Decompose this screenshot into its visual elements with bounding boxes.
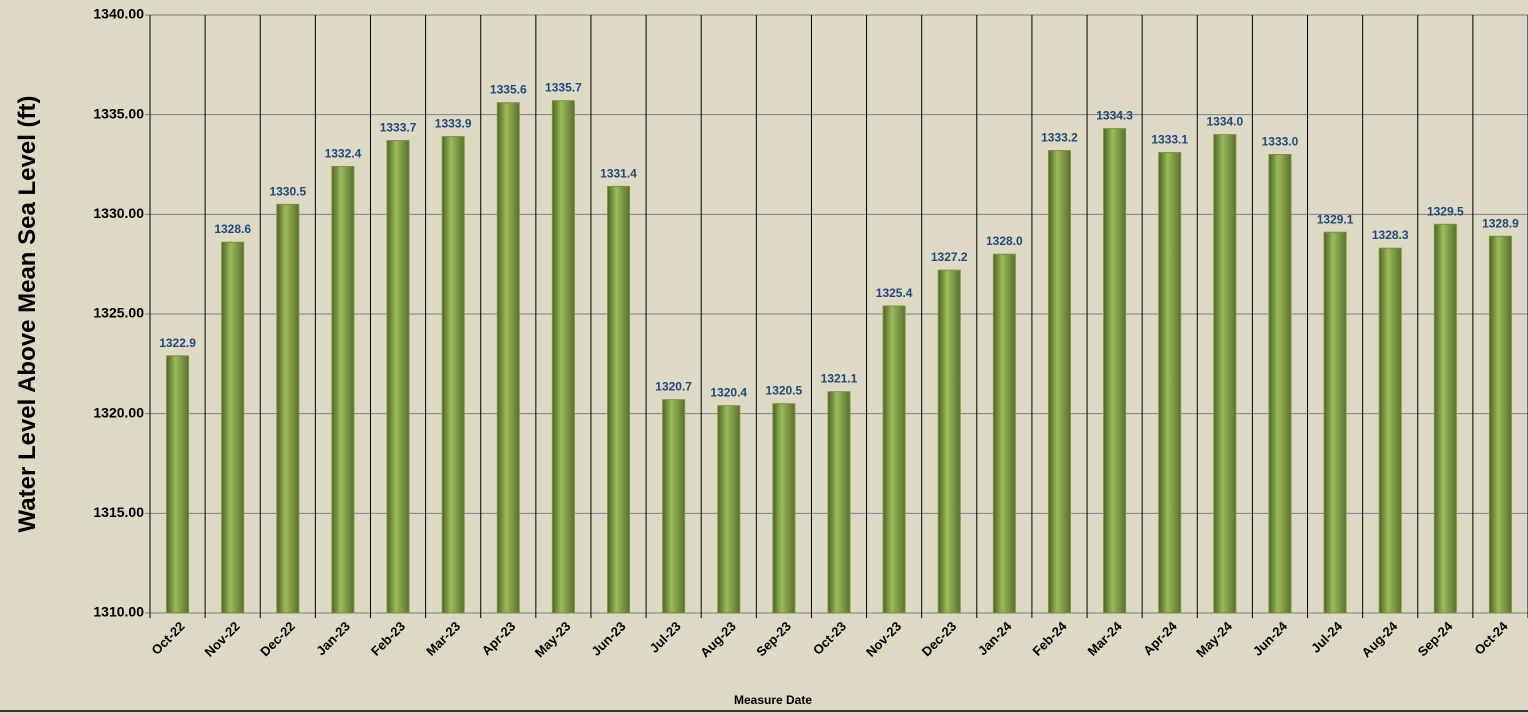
bar bbox=[276, 203, 300, 614]
x-tick-label: Jul-24 bbox=[1308, 618, 1346, 656]
y-tick-label: 1310.00 bbox=[93, 604, 144, 620]
x-tick-label: Aug-23 bbox=[697, 619, 739, 661]
value-label: 1328.9 bbox=[1482, 216, 1519, 230]
bar bbox=[1378, 247, 1402, 614]
bar bbox=[1047, 150, 1071, 614]
x-tick-label: May-23 bbox=[532, 619, 574, 661]
bar bbox=[166, 355, 190, 614]
value-label: 1327.2 bbox=[931, 250, 968, 264]
value-label: 1333.2 bbox=[1041, 131, 1078, 145]
bar bbox=[992, 253, 1016, 614]
value-label: 1332.4 bbox=[325, 146, 362, 160]
x-tick-label: Nov-22 bbox=[202, 619, 243, 660]
value-label: 1320.4 bbox=[710, 386, 747, 400]
y-tick-label: 1330.00 bbox=[93, 205, 144, 221]
x-tick-label: Feb-23 bbox=[368, 619, 408, 659]
bar bbox=[221, 241, 245, 614]
value-label: 1330.5 bbox=[269, 184, 306, 198]
y-tick-label: 1340.00 bbox=[93, 6, 144, 22]
bar bbox=[882, 305, 906, 614]
value-label: 1320.5 bbox=[766, 384, 803, 398]
value-label: 1334.0 bbox=[1206, 115, 1243, 129]
x-tick-label: Jun-24 bbox=[1250, 618, 1291, 659]
x-tick-label: Feb-24 bbox=[1029, 618, 1070, 659]
bar bbox=[331, 165, 355, 614]
bar bbox=[937, 269, 961, 614]
y-tick-label: 1320.00 bbox=[93, 404, 144, 420]
value-label: 1329.1 bbox=[1317, 212, 1354, 226]
y-tick-label: 1335.00 bbox=[93, 105, 144, 121]
bar bbox=[441, 136, 465, 614]
bar bbox=[662, 399, 686, 614]
x-tick-label: May-24 bbox=[1193, 618, 1235, 660]
value-label: 1333.9 bbox=[435, 117, 472, 131]
value-label: 1328.0 bbox=[986, 234, 1023, 248]
bar bbox=[827, 391, 851, 614]
y-tick-label: 1315.00 bbox=[93, 504, 144, 520]
value-label: 1333.0 bbox=[1262, 135, 1299, 149]
bar bbox=[717, 405, 741, 614]
x-axis-title: Measure Date bbox=[734, 693, 812, 707]
bar bbox=[607, 185, 631, 614]
x-tick-label: Jul-23 bbox=[647, 619, 684, 656]
bar bbox=[1103, 128, 1127, 614]
x-tick-label: Oct-22 bbox=[148, 619, 187, 658]
bar bbox=[1213, 134, 1237, 614]
value-label: 1335.6 bbox=[490, 83, 527, 97]
x-tick-label: Dec-22 bbox=[257, 619, 298, 660]
value-label: 1333.1 bbox=[1151, 133, 1188, 147]
bar bbox=[1488, 235, 1512, 614]
x-tick-label: Nov-23 bbox=[863, 619, 904, 660]
bar bbox=[1268, 154, 1292, 614]
bar bbox=[1323, 231, 1347, 614]
value-label: 1328.6 bbox=[214, 222, 251, 236]
bar bbox=[772, 403, 796, 614]
value-label: 1320.7 bbox=[655, 380, 692, 394]
value-label: 1328.3 bbox=[1372, 228, 1409, 242]
value-label: 1322.9 bbox=[159, 336, 196, 350]
value-label: 1331.4 bbox=[600, 166, 637, 180]
y-tick-label: 1325.00 bbox=[93, 305, 144, 321]
value-label: 1325.4 bbox=[876, 286, 913, 300]
bar bbox=[386, 140, 410, 614]
bar bbox=[496, 102, 520, 614]
x-tick-label: Mar-23 bbox=[423, 619, 463, 659]
y-axis-title: Water Level Above Mean Sea Level (ft) bbox=[14, 95, 41, 532]
x-tick-label: Jan-23 bbox=[313, 619, 353, 659]
x-tick-label: Jan-24 bbox=[975, 618, 1015, 658]
value-label: 1321.1 bbox=[821, 372, 858, 386]
x-tick-label: Apr-24 bbox=[1140, 618, 1180, 658]
x-tick-label: Sep-24 bbox=[1415, 618, 1456, 659]
x-tick-label: Apr-23 bbox=[479, 619, 519, 659]
x-tick-label: Oct-24 bbox=[1471, 618, 1511, 658]
x-tick-label: Aug-24 bbox=[1359, 618, 1401, 660]
bar bbox=[1433, 223, 1457, 614]
x-tick-label: Sep-23 bbox=[753, 619, 794, 660]
bar bbox=[551, 100, 575, 614]
value-label: 1334.3 bbox=[1096, 109, 1133, 123]
x-tick-label: Oct-23 bbox=[810, 619, 849, 658]
x-tick-label: Jun-23 bbox=[588, 619, 628, 659]
value-label: 1333.7 bbox=[380, 121, 417, 135]
value-label: 1329.5 bbox=[1427, 204, 1464, 218]
value-label: 1335.7 bbox=[545, 81, 582, 95]
x-tick-label: Mar-24 bbox=[1084, 618, 1125, 659]
bar bbox=[1158, 152, 1182, 614]
x-tick-label: Dec-23 bbox=[919, 619, 960, 660]
